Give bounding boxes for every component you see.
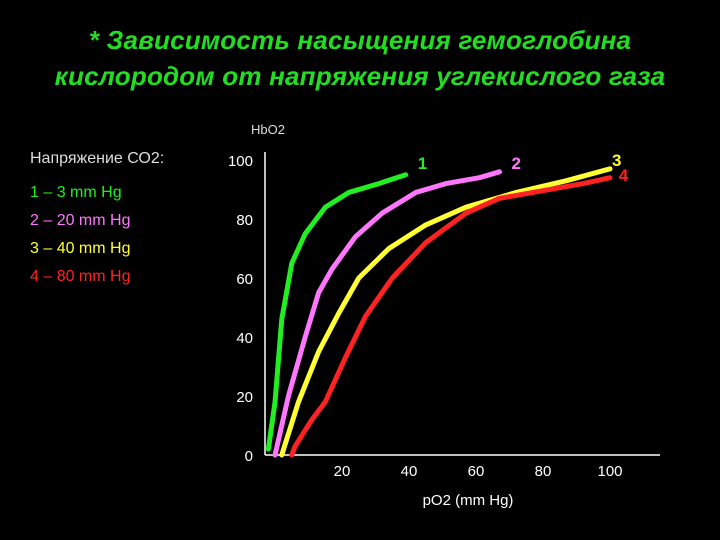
- y-axis-label: HbO2: [251, 122, 285, 137]
- curve-label-2: 2: [512, 154, 521, 173]
- x-tick-label-100: 100: [597, 463, 622, 480]
- series-line-3: [279, 166, 613, 458]
- y-tick-label-100: 100: [228, 153, 253, 170]
- legend-item-4: 4 – 80 mm Hg: [30, 268, 131, 285]
- legend-item-3: 3 – 40 mm Hg: [30, 240, 131, 257]
- y-tick-label-60: 60: [236, 271, 253, 288]
- series-line-4: [289, 175, 613, 458]
- x-tick-label-40: 40: [401, 463, 418, 480]
- title-line-1: * Зависимость насыщения гемоглобина: [88, 25, 632, 55]
- legend-item-1: 1 – 3 mm Hg: [30, 184, 122, 201]
- legend: Напряжение СО2: 1 – 3 mm Hg 2 – 20 mm Hg…: [30, 150, 164, 296]
- series-line-2: [272, 169, 502, 458]
- x-tick-label-60: 60: [468, 463, 485, 480]
- x-tick-label-80: 80: [535, 463, 552, 480]
- y-tick-label-0: 0: [245, 448, 253, 465]
- y-tick-label-80: 80: [236, 212, 253, 229]
- y-tick-label-20: 20: [236, 389, 253, 406]
- legend-heading: Напряжение СО2:: [30, 150, 165, 167]
- curve-label-1: 1: [418, 154, 427, 173]
- x-tick-label-20: 20: [334, 463, 351, 480]
- curve-label-4: 4: [619, 166, 629, 185]
- chart-title: * Зависимость насыщения гемоглобина кисл…: [0, 22, 720, 94]
- curve-label-3: 3: [612, 151, 621, 170]
- title-line-2: кислородом от напряжения углекислого газ…: [54, 61, 666, 91]
- legend-item-2: 2 – 20 mm Hg: [30, 212, 131, 229]
- x-axis-label: pO2 (mm Hg): [423, 492, 514, 509]
- series-line-1: [265, 172, 409, 452]
- y-tick-label-40: 40: [236, 330, 253, 347]
